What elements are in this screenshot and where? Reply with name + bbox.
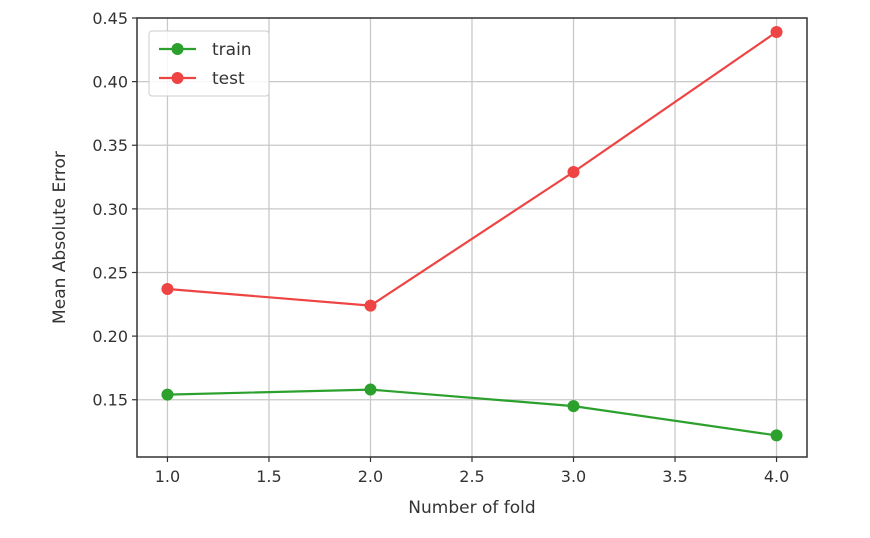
y-tick-label: 0.45 <box>92 9 128 28</box>
series-test <box>161 25 783 312</box>
axis-ticks: 1.0 1.5 2.0 2.5 3.0 3.5 4.0 0.15 0.20 0.25 0.30 0.3… <box>92 9 789 486</box>
y-tick-label: 0.20 <box>92 327 128 346</box>
series-train <box>161 383 783 442</box>
x-tick-label: 2.5 <box>459 467 484 486</box>
y-tick-label: 0.15 <box>92 391 128 410</box>
x-tick-label: 3.0 <box>561 467 586 486</box>
legend-item-test: test <box>159 69 245 89</box>
x-tick-label: 2.0 <box>358 467 383 486</box>
train-point <box>364 383 377 396</box>
train-point <box>770 429 783 442</box>
legend-item-train: train <box>159 40 252 60</box>
x-tick-label: 4.0 <box>764 467 789 486</box>
legend-label: train <box>212 40 252 60</box>
train-line <box>167 388 777 437</box>
x-axis-title: Number of fold <box>408 498 535 518</box>
x-tick-label: 3.5 <box>662 467 687 486</box>
y-tick-label: 0.35 <box>92 136 128 155</box>
legend-swatch-marker <box>171 72 184 84</box>
test-point <box>364 299 377 312</box>
train-point <box>567 400 580 413</box>
y-tick-label: 0.40 <box>92 73 128 92</box>
series <box>161 25 783 442</box>
y-tick-label: 0.30 <box>92 200 128 219</box>
y-axis-title: Mean Absolute Error <box>50 151 70 324</box>
x-tick-label: 1.0 <box>155 467 180 486</box>
test-line <box>167 31 778 307</box>
x-tick-label: 1.5 <box>256 467 281 486</box>
test-point <box>770 25 783 38</box>
legend: train test <box>148 30 270 97</box>
legend-label: test <box>212 69 245 89</box>
y-tick-label: 0.25 <box>92 263 128 282</box>
train-point <box>161 388 174 401</box>
test-point <box>161 283 174 296</box>
legend-swatch-marker <box>171 43 184 55</box>
test-point <box>567 165 580 178</box>
